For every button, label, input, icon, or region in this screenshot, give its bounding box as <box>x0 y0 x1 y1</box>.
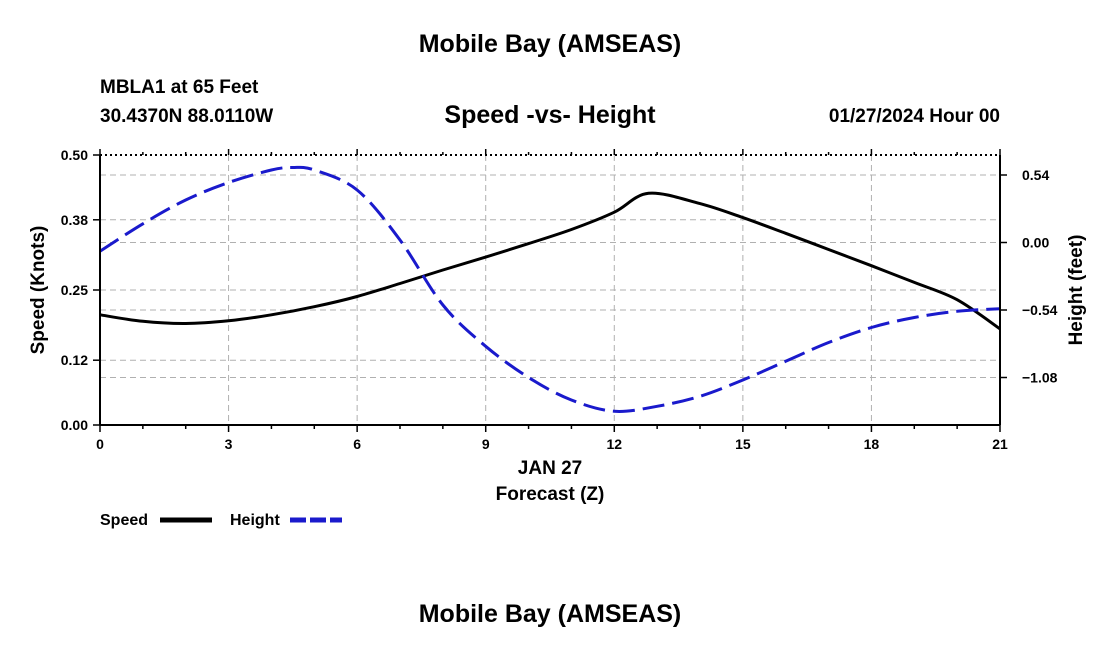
station-coordinates: 30.4370N 88.0110W <box>100 106 274 127</box>
labels-layer: 0 3 6 9 12 15 18 21 0.00 0.12 0.25 0.38 0.50 0.54 0.00… <box>61 147 1058 452</box>
x-tick-label: 6 <box>353 436 361 452</box>
x-tick-label: 21 <box>992 436 1008 452</box>
main-title: Mobile Bay (AMSEAS) <box>418 30 682 58</box>
y2-axis-title: Height (feet) <box>1066 235 1087 346</box>
y-tick-label: 0.50 <box>61 147 88 163</box>
y2-tick-label: 0.54 <box>1022 167 1049 183</box>
station-label: MBLA1 at 65 Feet <box>100 77 259 98</box>
y2-tick-label: 0.00 <box>1022 235 1049 251</box>
x-tick-label: 0 <box>96 436 104 452</box>
legend-height-label: Height <box>230 512 280 529</box>
y-tick-label: 0.00 <box>61 417 88 433</box>
x-axis-title: Forecast (Z) <box>496 484 605 505</box>
series-layer <box>99 165 1001 413</box>
x-tick-label: 3 <box>225 436 233 452</box>
grid-layer <box>100 155 1000 425</box>
axes-layer <box>93 149 1007 432</box>
footer-title: Mobile Bay (AMSEAS) <box>418 600 682 628</box>
plot-title: Speed -vs- Height <box>444 101 656 129</box>
legend-speed-label: Speed <box>100 512 148 529</box>
x-tick-label: 12 <box>606 436 622 452</box>
y-tick-label: 0.12 <box>61 352 88 368</box>
y2-tick-label: −0.54 <box>1022 302 1058 318</box>
forecast-datetime: 01/27/2024 Hour 00 <box>828 106 1000 127</box>
x-tick-label: 9 <box>482 436 490 452</box>
y-axis-title: Speed (Knots) <box>28 226 49 355</box>
height-series-line <box>99 165 1001 413</box>
y-tick-label: 0.38 <box>61 212 88 228</box>
x-axis-date-label: JAN 27 <box>518 458 582 479</box>
x-tick-label: 15 <box>735 436 751 452</box>
y-tick-label: 0.25 <box>61 282 88 298</box>
speed-series-line <box>99 191 1001 331</box>
y2-tick-label: −1.08 <box>1022 370 1058 386</box>
x-tick-label: 18 <box>864 436 880 452</box>
